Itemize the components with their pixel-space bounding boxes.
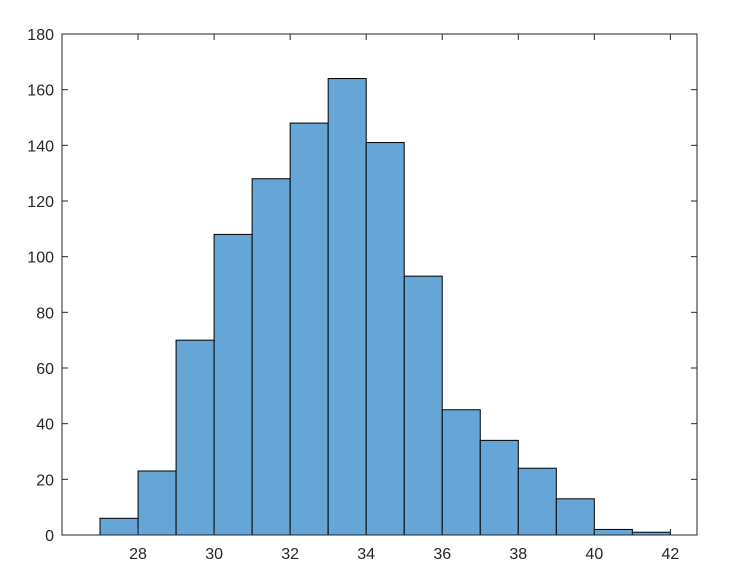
histogram-bar [99,517,139,536]
histogram-bar [403,275,443,536]
histogram-bar [441,409,481,536]
y-tick-label: 160 [27,83,54,100]
x-tick-label: 34 [357,546,375,563]
x-tick-label: 32 [281,546,299,563]
plot-area-frame [61,33,698,536]
histogram-bar [251,178,291,536]
histogram-bar [137,470,177,536]
histogram-bar [289,122,329,536]
x-tick-label: 28 [129,546,147,563]
x-tick-label: 42 [661,546,679,563]
histogram-bar [593,528,633,536]
y-tick-label: 20 [36,472,54,489]
histogram-bar [517,467,557,536]
y-tick-label: 180 [27,27,54,44]
y-tick-label: 100 [27,250,54,267]
y-tick-label: 120 [27,194,54,211]
y-axis-ticks: 0 20 40 60 80 100 120 140 160 180 [27,27,697,545]
histogram-bar [213,233,253,536]
x-tick-label: 36 [433,546,451,563]
histogram-bar [175,339,215,536]
x-tick-label: 40 [585,546,603,563]
histogram-bar [327,78,367,536]
histogram-bar [555,498,595,536]
x-tick-label: 38 [509,546,527,563]
bars-group [99,78,671,536]
x-tick-label: 30 [205,546,223,563]
histogram-bar [479,439,519,536]
y-tick-label: 0 [45,528,54,545]
histogram-bar [365,142,405,536]
y-tick-label: 140 [27,138,54,155]
x-axis-ticks: 28 30 32 34 36 38 40 42 [129,34,679,563]
y-tick-label: 40 [36,417,54,434]
y-tick-label: 80 [36,305,54,322]
y-tick-label: 60 [36,361,54,378]
axes-group [61,33,698,536]
